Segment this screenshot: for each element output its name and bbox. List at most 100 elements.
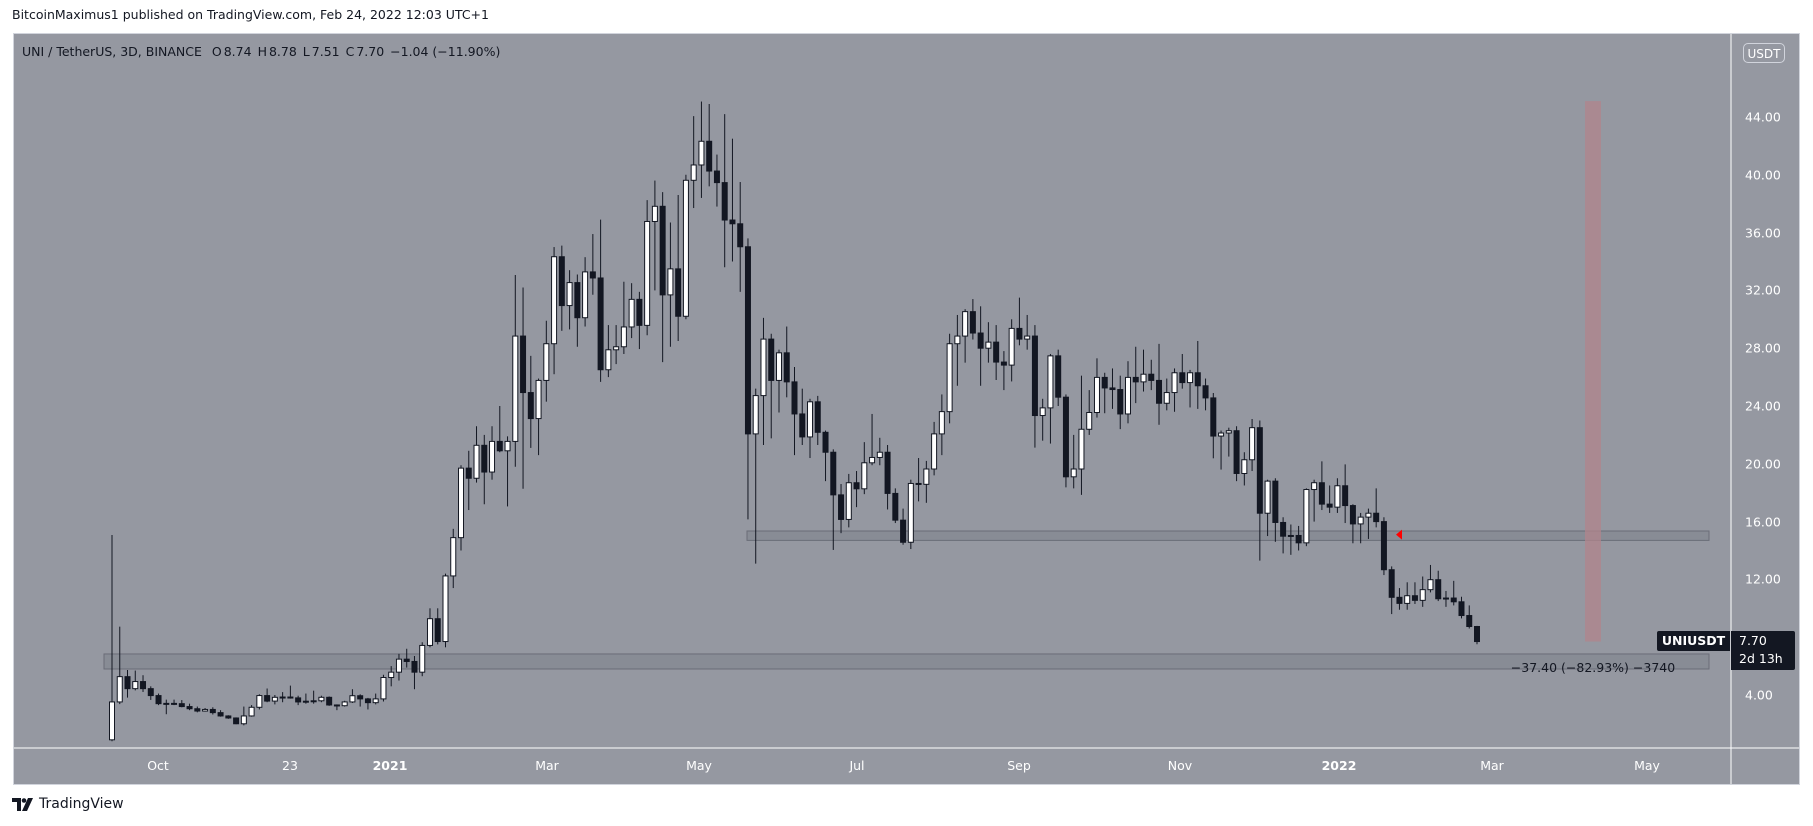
- candle-body-down: [574, 282, 581, 319]
- candle: [931, 421, 938, 476]
- candle-body-up: [372, 698, 379, 704]
- candle: [1303, 488, 1310, 547]
- candle-body-down: [1031, 335, 1038, 417]
- candle-body-down: [737, 223, 744, 248]
- candle-body-up: [1008, 327, 1015, 366]
- candle: [884, 445, 891, 510]
- candle-body-down: [171, 702, 178, 705]
- candle-body-up: [1093, 376, 1100, 414]
- candle: [217, 710, 224, 717]
- candle: [946, 333, 953, 424]
- candle: [923, 460, 930, 503]
- candle: [489, 426, 496, 480]
- candle: [512, 274, 519, 467]
- candle: [1349, 504, 1356, 544]
- candle-body-down: [1062, 396, 1069, 478]
- symbol-title[interactable]: UNI / TetherUS, 3D, BINANCE: [22, 44, 202, 59]
- candle: [907, 479, 914, 550]
- candle-body-up: [628, 298, 635, 328]
- candle: [807, 398, 814, 459]
- candle-body-up: [489, 440, 496, 473]
- candle-body-up: [1225, 430, 1232, 434]
- candle: [845, 473, 852, 528]
- candle: [186, 703, 193, 711]
- candle: [969, 299, 976, 340]
- candle-body-up: [690, 164, 697, 181]
- candle: [1411, 582, 1418, 604]
- candle: [310, 690, 317, 704]
- candle: [535, 378, 542, 456]
- price-tick-label: 44.00: [1745, 109, 1781, 125]
- candle-body-up: [473, 444, 480, 479]
- close-value: 7.70: [356, 44, 385, 59]
- candle-body-down: [520, 335, 527, 394]
- candle: [426, 608, 433, 648]
- candle-body-up: [1187, 372, 1194, 384]
- candle: [938, 394, 945, 456]
- candle-body-down: [853, 482, 860, 490]
- candle-body-up: [202, 708, 209, 712]
- candle-body-down: [729, 219, 736, 225]
- candle-body-up: [907, 482, 914, 543]
- candle: [582, 257, 589, 327]
- tradingview-logo[interactable]: TradingView: [12, 796, 124, 812]
- candle: [659, 192, 666, 363]
- candle: [737, 182, 744, 292]
- candle: [264, 688, 271, 703]
- candle-body-up: [310, 700, 317, 703]
- candle-body-down: [1318, 482, 1325, 505]
- candle-body-up: [1124, 376, 1131, 415]
- candle-body-down: [791, 381, 798, 415]
- candle-body-down: [1295, 534, 1302, 544]
- price-tick-label: 4.00: [1745, 687, 1773, 703]
- price-tick-label: 16.00: [1745, 514, 1781, 530]
- candle: [605, 325, 612, 378]
- candle: [861, 442, 868, 495]
- price-tick-label: 32.00: [1745, 282, 1781, 298]
- candle-body-down: [140, 681, 147, 690]
- candle: [403, 648, 410, 668]
- candle-body-up: [1171, 372, 1178, 394]
- candle: [1419, 576, 1426, 607]
- candle: [775, 349, 782, 413]
- candle: [558, 245, 565, 331]
- candle-body-down: [900, 519, 907, 543]
- candle-body-down: [659, 205, 666, 296]
- candle-body-down: [1280, 521, 1287, 537]
- candle-body-up: [302, 700, 309, 703]
- candle-body-up: [760, 338, 767, 397]
- candle-body-up: [1365, 512, 1372, 518]
- open-value: 8.74: [223, 44, 252, 59]
- candle-body-up: [946, 343, 953, 413]
- candle-body-up: [752, 395, 759, 435]
- candle-body-down: [233, 717, 240, 725]
- currency-button[interactable]: USDT: [1743, 43, 1785, 63]
- candle: [1156, 343, 1163, 425]
- candle: [760, 317, 767, 446]
- candle: [442, 573, 449, 648]
- candle: [504, 436, 511, 507]
- candle: [675, 195, 682, 341]
- candle: [147, 686, 154, 700]
- candle: [1435, 570, 1442, 602]
- candle-body-up: [938, 411, 945, 435]
- candle-body-down: [814, 401, 821, 433]
- candle-body-up: [458, 467, 465, 539]
- candle-body-up: [1287, 534, 1294, 537]
- candle: [1256, 420, 1263, 561]
- candle-body-down: [124, 676, 131, 690]
- candle-body-down: [186, 706, 193, 710]
- candle: [876, 437, 883, 466]
- candle-body-up: [807, 401, 814, 438]
- candle-body-down: [1458, 601, 1465, 617]
- last-price-value: 7.70: [1739, 633, 1767, 648]
- publish-info: BitcoinMaximus1 published on TradingView…: [12, 7, 489, 22]
- candle-body-down: [465, 467, 472, 479]
- candle: [333, 704, 340, 711]
- candle-body-down: [675, 268, 682, 317]
- candle-body-up: [1303, 489, 1310, 544]
- candle-body-up: [1419, 589, 1426, 601]
- candle: [869, 413, 876, 466]
- candle-body-up: [582, 271, 589, 319]
